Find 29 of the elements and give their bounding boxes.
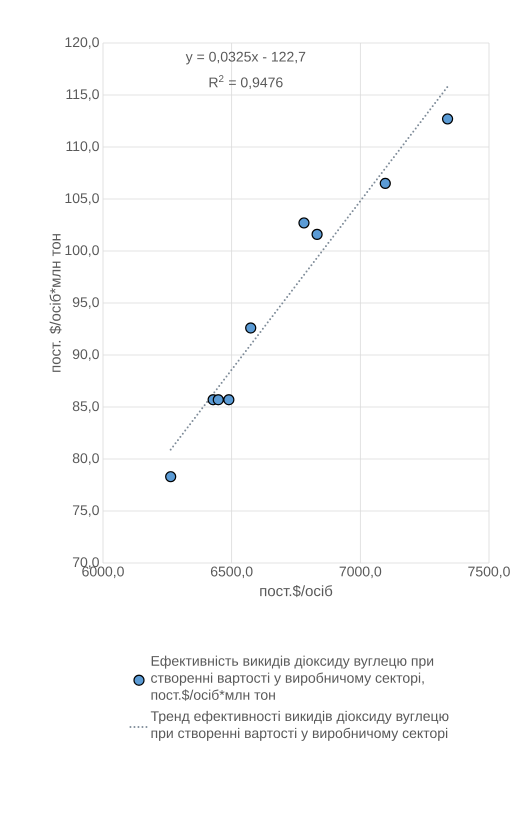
point — [298, 217, 310, 229]
point — [165, 471, 176, 482]
y-tick-label: 105,0 — [66, 193, 99, 205]
y-tick-label: 115,0 — [66, 89, 99, 101]
point — [223, 394, 234, 406]
y-tick-label: 85,0 — [72, 401, 99, 413]
legend-label: Тренд ефективності викидів діоксиду вуглецю при створенні вартості у виробничому секторі — [150, 710, 448, 741]
y-tick-label: 75,0 — [72, 505, 99, 517]
y-tick-label: 80,0 — [72, 453, 99, 465]
point — [442, 113, 454, 125]
y-tick-label: 100,0 — [66, 245, 99, 257]
y-tick-label: 110,0 — [66, 141, 99, 153]
point — [245, 322, 256, 334]
x-tick-label: 6000,0 — [82, 566, 124, 578]
x-axis-title: пост.$/осіб — [260, 584, 332, 598]
x-tick-label: 7500,0 — [468, 566, 510, 578]
x-tick-label: 6500,0 — [210, 566, 253, 578]
y-axis-title: пост. $/осіб*млн тон — [49, 234, 62, 372]
x-tick-label: 7000,0 — [340, 566, 382, 578]
y-tick-label: 90,0 — [72, 349, 99, 361]
point — [212, 394, 224, 406]
point — [311, 228, 323, 240]
y-tick-label: 95,0 — [72, 297, 99, 309]
annotation: y = 0,0325x - 122,7 — [186, 52, 306, 64]
legend-label: Ефективність викидів діоксиду вуглецю при створенні вартості у виробничому секторі, пост.$/осіб*млн тон — [151, 656, 434, 701]
y-tick-label: 120,0 — [66, 37, 99, 49]
point — [380, 178, 391, 190]
y-tick-label: 70,0 — [72, 557, 99, 569]
annotation: R$^{2}$ = 0,9476 — [210, 75, 283, 89]
